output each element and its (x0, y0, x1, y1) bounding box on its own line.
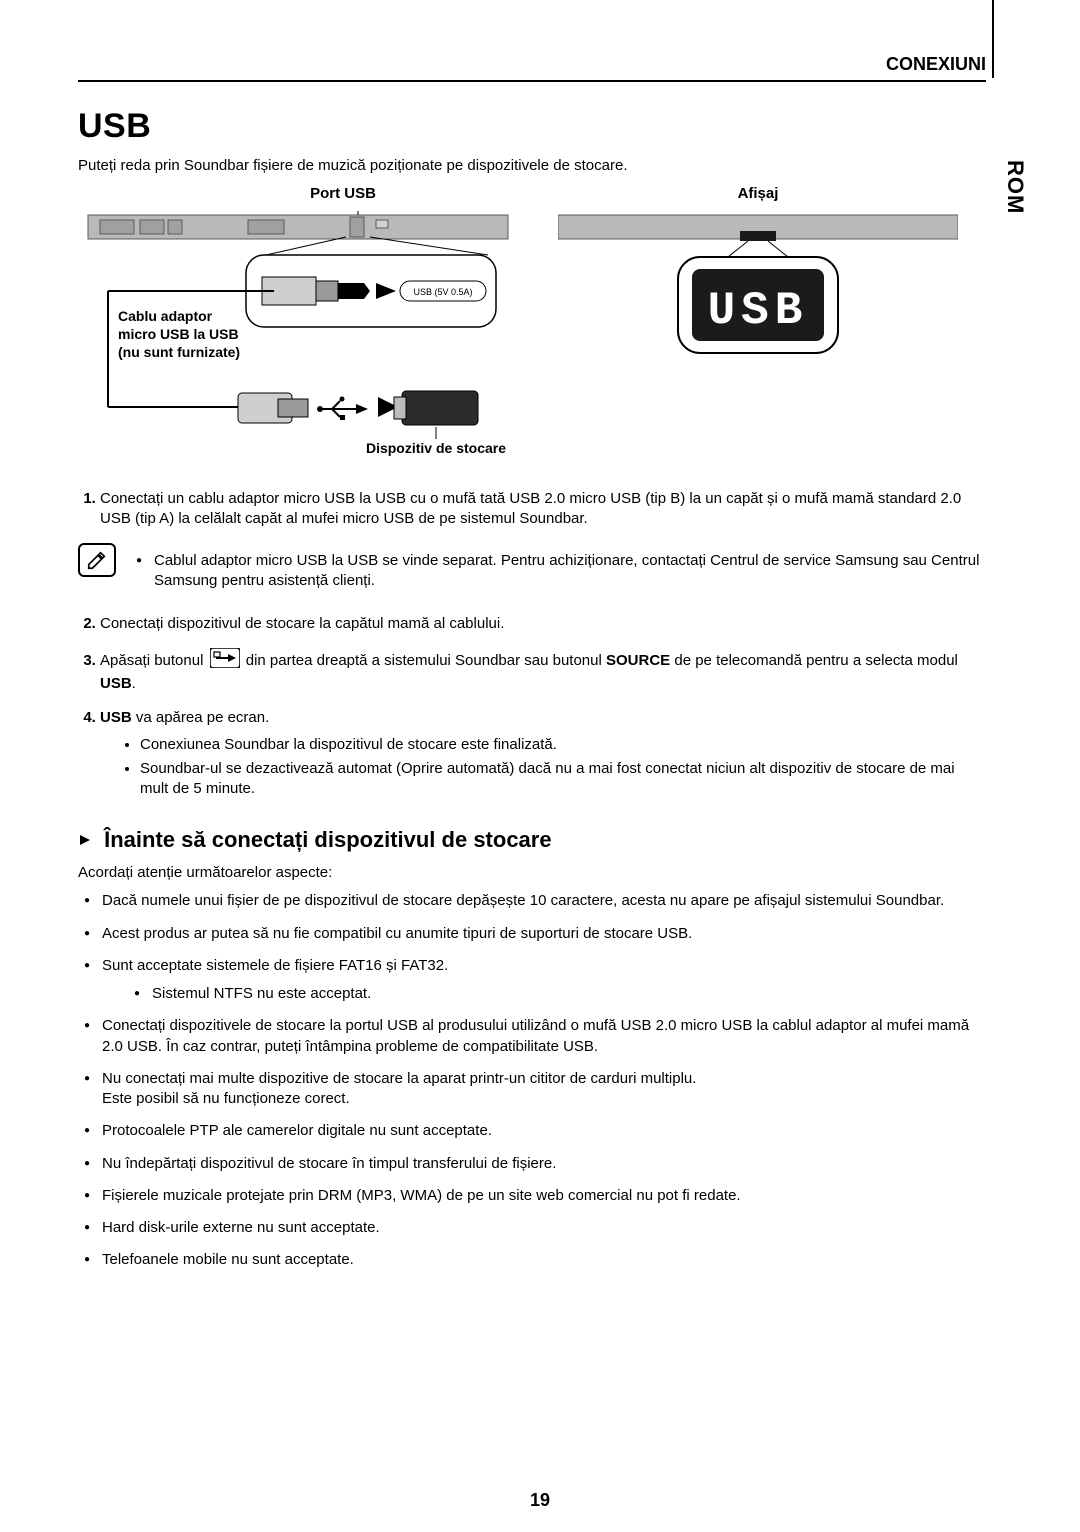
cable-label-1: Cablu adaptor (118, 308, 213, 324)
bullet-3-dashes: Sistemul NTFS nu este acceptat. (102, 984, 986, 1004)
bullet-6: Protocoalele PTP ale camerelor digitale … (102, 1121, 986, 1141)
page-title: USB (78, 104, 986, 150)
display-label: Afișaj (558, 184, 958, 204)
precautions-list: Dacă numele unui fișier de pe dispozitiv… (78, 891, 986, 1270)
step-3a: Apăsați butonul (100, 652, 208, 669)
step-4: USB va apărea pe ecran. Conexiunea Sound… (100, 708, 986, 799)
step-3-usb: USB (100, 675, 132, 692)
section-header: CONEXIUNI (78, 46, 986, 82)
note-box: Cablul adaptor micro USB la USB se vinde… (78, 543, 986, 604)
bullet-1: Dacă numele unui fișier de pe dispozitiv… (102, 891, 986, 911)
triangle-icon (78, 825, 92, 855)
usb-badge-text: USB (5V 0.5A) (413, 287, 472, 297)
step-1: Conectați un cablu adaptor micro USB la … (100, 489, 986, 530)
source-button-icon (210, 648, 240, 674)
step-3b: din partea dreaptă a sistemului Soundbar… (246, 652, 606, 669)
sub-intro: Acordați atenție următoarelor aspecte: (78, 863, 986, 883)
port-usb-label: Port USB (78, 184, 518, 204)
bullet-2: Acest produs ar putea să nu fie compatib… (102, 924, 986, 944)
bullet-7: Nu îndepărtați dispozitivul de stocare î… (102, 1154, 986, 1174)
step-3-source: SOURCE (606, 652, 670, 669)
display-svg: USB (558, 211, 958, 381)
diagram-row: Port USB US (78, 184, 986, 470)
step-3c: de pe telecomandă pentru a selecta modul (674, 652, 958, 669)
bullet-3-d1: Sistemul NTFS nu este acceptat. (152, 984, 986, 1004)
note-icon (78, 543, 116, 577)
bullet-5: Nu conectați mai multe dispozitive de st… (102, 1069, 986, 1110)
step-2: Conectați dispozitivul de stocare la cap… (100, 614, 986, 634)
subheading-text: Înainte să conectați dispozitivul de sto… (104, 827, 551, 852)
display-usb-text: USB (708, 285, 809, 337)
bullet-3-text: Sunt acceptate sistemele de fișiere FAT1… (102, 957, 448, 974)
header-vertical-rule (992, 0, 994, 78)
note-list: Cablul adaptor micro USB la USB se vinde… (136, 543, 986, 604)
intro-text: Puteți reda prin Soundbar fișiere de muz… (78, 156, 986, 176)
step-3: Apăsați butonul din partea dreaptă a sis… (100, 648, 986, 695)
step-1-text: Conectați un cablu adaptor micro USB la … (100, 490, 961, 527)
cable-label-2: micro USB la USB (118, 326, 239, 342)
bullet-3: Sunt acceptate sistemele de fișiere FAT1… (102, 956, 986, 1005)
pencil-icon (86, 549, 108, 571)
steps-list-2: Conectați dispozitivul de stocare la cap… (78, 614, 986, 800)
step-4-b1: Conexiunea Soundbar la dispozitivul de s… (140, 735, 986, 755)
subheading: Înainte să conectați dispozitivul de sto… (78, 825, 986, 855)
display-diagram: Afișaj USB (558, 184, 958, 387)
step-4-bullets: Conexiunea Soundbar la dispozitivul de s… (100, 735, 986, 800)
bullet-9: Hard disk-urile externe nu sunt acceptat… (102, 1218, 986, 1238)
bullet-10: Telefoanele mobile nu sunt acceptate. (102, 1250, 986, 1270)
bullet-8: Fișierele muzicale protejate prin DRM (M… (102, 1186, 986, 1206)
cable-label-3: (nu sunt furnizate) (118, 344, 240, 360)
bullet-5a: Nu conectați mai multe dispozitive de st… (102, 1070, 696, 1087)
step-4-rest: va apărea pe ecran. (132, 709, 270, 726)
step-4-b2: Soundbar-ul se dezactivează automat (Opr… (140, 759, 986, 800)
usb-diagram-svg: USB (5V 0.5A) (78, 211, 518, 471)
usb-connection-diagram: Port USB US (78, 184, 518, 470)
side-tab: ROM (1000, 160, 1030, 214)
page-number: 19 (0, 1488, 1080, 1512)
section-label: CONEXIUNI (886, 54, 986, 74)
bullet-5b: Este posibil să nu funcționeze corect. (102, 1090, 350, 1107)
bullet-4: Conectați dispozitivele de stocare la po… (102, 1016, 986, 1057)
step-4-lead: USB (100, 709, 132, 726)
note-bullet: Cablul adaptor micro USB la USB se vinde… (154, 551, 986, 592)
steps-list: Conectați un cablu adaptor micro USB la … (78, 489, 986, 530)
storage-label-svg: Dispozitiv de stocare (366, 440, 506, 456)
